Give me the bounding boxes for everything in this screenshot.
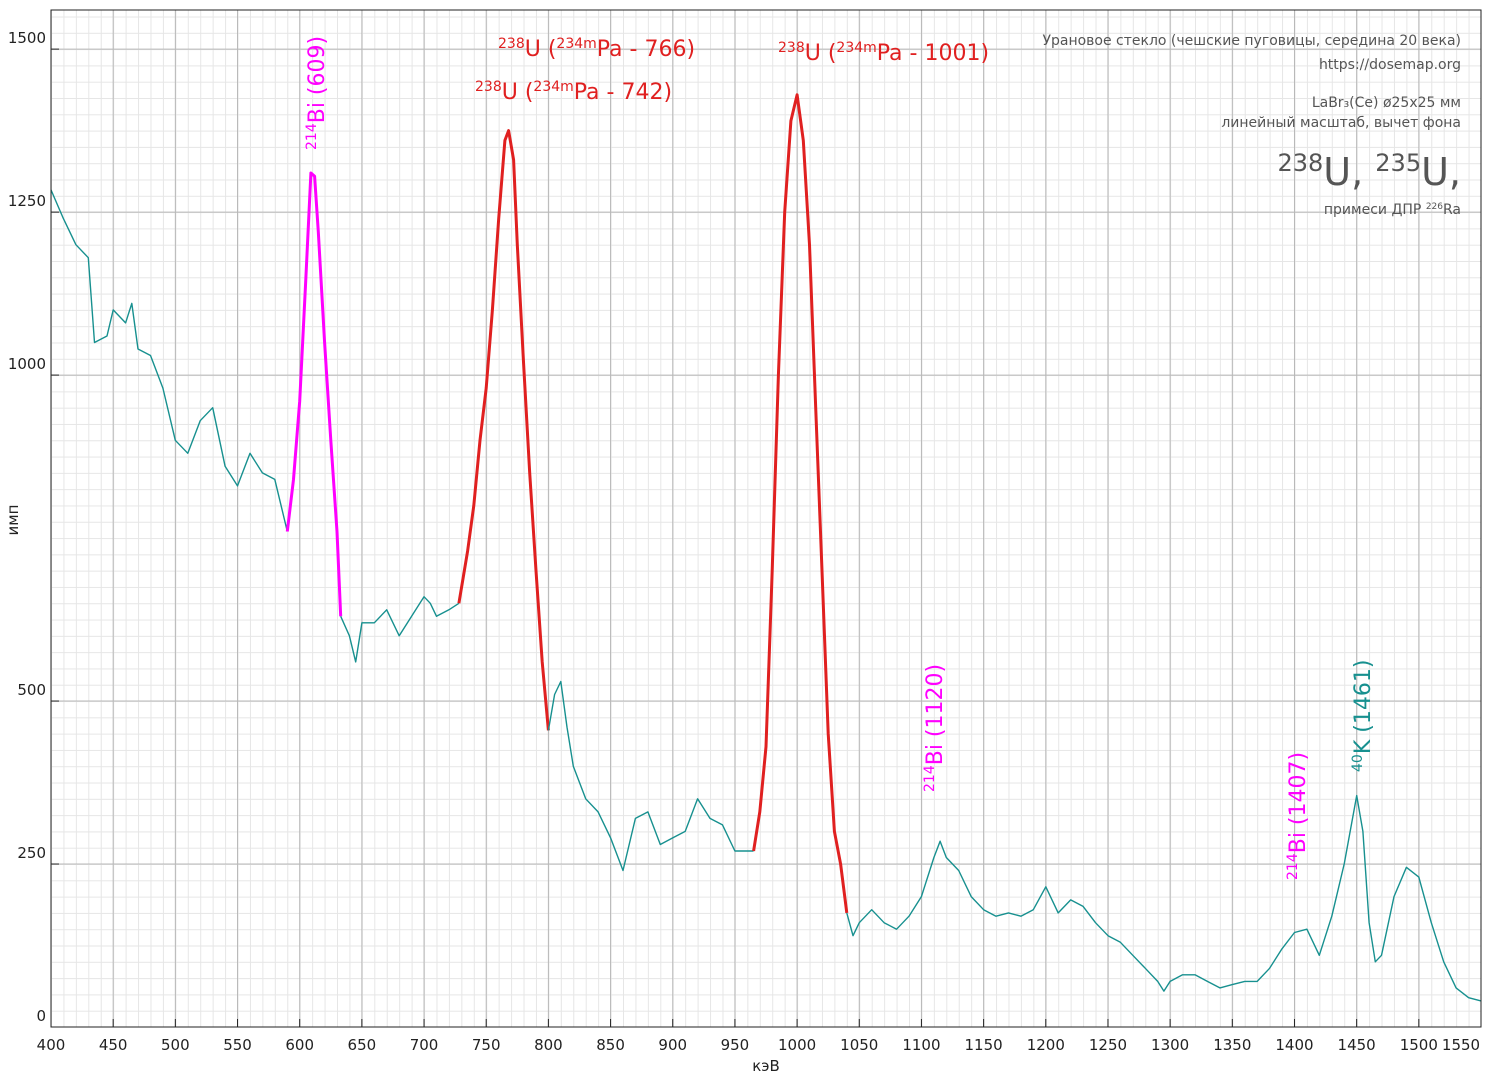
text-part: Bi (1120): [923, 664, 948, 765]
info-text: 238U, 235U,: [1277, 149, 1461, 194]
x-tick-label: 450: [99, 1036, 128, 1054]
text-part: U,: [1421, 150, 1461, 194]
y-tick-label: 0: [36, 1007, 46, 1025]
text-part: Pa - 766): [597, 37, 695, 62]
text-part: Ra: [1443, 202, 1461, 218]
x-axis-label: кэВ: [752, 1057, 780, 1075]
superscript: 238: [778, 40, 805, 56]
text-part: Bi (1407): [1286, 752, 1311, 853]
spectrum-line: [285, 171, 343, 617]
superscript: 214: [1285, 853, 1301, 880]
superscript: 226: [1426, 202, 1443, 212]
annotation: 214Bi (609): [304, 36, 330, 150]
x-tick-label: 1100: [902, 1036, 940, 1054]
x-tick-label: 900: [658, 1036, 687, 1054]
x-tick-label: 400: [37, 1036, 66, 1054]
superscript: 234m: [533, 79, 573, 95]
y-tick-label: 500: [17, 681, 46, 699]
minor-grid: [51, 10, 1481, 1027]
x-tick-label: 1300: [1151, 1036, 1189, 1054]
annotation: 238U (234mPa - 1001): [778, 40, 989, 66]
info-text: Урановое стекло (чешские пуговицы, серед…: [1042, 33, 1461, 49]
spectrum-line: [547, 680, 754, 872]
annotation: 238U (234mPa - 766): [498, 36, 695, 62]
x-tick-label: 1450: [1338, 1036, 1376, 1054]
superscript: 238: [475, 79, 502, 95]
x-tick-label: 1350: [1213, 1036, 1251, 1054]
x-tick-label: 1150: [965, 1036, 1003, 1054]
text-part: LaBr₃(Ce) ø25x25 мм: [1312, 95, 1461, 111]
x-tick-label: 550: [223, 1036, 252, 1054]
text-part: Bi (609): [305, 36, 330, 123]
y-axis-label: имп: [4, 505, 22, 536]
text-part: линейный масштаб, вычет фона: [1221, 115, 1461, 131]
spectrum-line: [457, 129, 550, 731]
x-tick-label: 850: [596, 1036, 625, 1054]
x-tick-label: 1500: [1400, 1036, 1438, 1054]
text-part: U (: [502, 80, 534, 105]
x-tick-label: 750: [472, 1036, 501, 1054]
y-tick-label: 1250: [8, 192, 46, 210]
spectrum-line: [50, 189, 288, 532]
plot-frame: [50, 9, 1482, 1028]
text-part: https://dosemap.org: [1319, 57, 1461, 73]
text-part: K (1461): [1351, 660, 1376, 755]
y-tick-label: 1000: [8, 355, 46, 373]
x-tick-label: 1000: [778, 1036, 816, 1054]
x-tick-label: 950: [721, 1036, 750, 1054]
text-part: Урановое стекло (чешские пуговицы, серед…: [1042, 33, 1461, 49]
superscript: 234m: [556, 36, 596, 52]
info-text: линейный масштаб, вычет фона: [1221, 115, 1461, 131]
x-tick-label: 1050: [840, 1036, 878, 1054]
x-tick-label: 650: [348, 1036, 377, 1054]
text-part: Pa - 742): [574, 80, 672, 105]
annotation: 214Bi (1407): [1285, 752, 1311, 880]
superscript: 235: [1375, 149, 1421, 177]
annotation: 40K (1461): [1350, 660, 1376, 772]
x-tick-label: 1250: [1089, 1036, 1127, 1054]
text-part: U,: [1323, 150, 1375, 194]
x-tick-label: 1550: [1442, 1036, 1480, 1054]
x-tick-label: 1200: [1027, 1036, 1065, 1054]
spectrum-line: [846, 794, 1482, 1002]
superscript: 40: [1350, 754, 1366, 772]
superscript: 214: [922, 765, 938, 792]
x-tick-label: 800: [534, 1036, 563, 1054]
info-text: https://dosemap.org: [1319, 57, 1461, 73]
x-tick-label: 600: [285, 1036, 314, 1054]
x-tick-label: 700: [410, 1036, 439, 1054]
superscript: 238: [1277, 149, 1323, 177]
info-text: примеси ДПР 226Ra: [1324, 202, 1461, 218]
superscript: 238: [498, 36, 525, 52]
info-text: LaBr₃(Ce) ø25x25 мм: [1312, 95, 1461, 111]
text-part: U (: [525, 37, 557, 62]
superscript: 234m: [836, 40, 876, 56]
x-tick-label: 1400: [1275, 1036, 1313, 1054]
text-part: примеси ДПР: [1324, 202, 1426, 218]
y-tick-label: 1500: [8, 29, 46, 47]
superscript: 214: [304, 123, 320, 150]
text-part: U (: [805, 41, 837, 66]
annotation: 238U (234mPa - 742): [475, 79, 672, 105]
y-tick-label: 250: [17, 844, 46, 862]
spectrum-line: [752, 93, 849, 914]
text-part: Pa - 1001): [877, 41, 989, 66]
x-tick-label: 500: [161, 1036, 190, 1054]
annotation: 214Bi (1120): [922, 664, 948, 792]
spectrum-line: [340, 596, 460, 663]
